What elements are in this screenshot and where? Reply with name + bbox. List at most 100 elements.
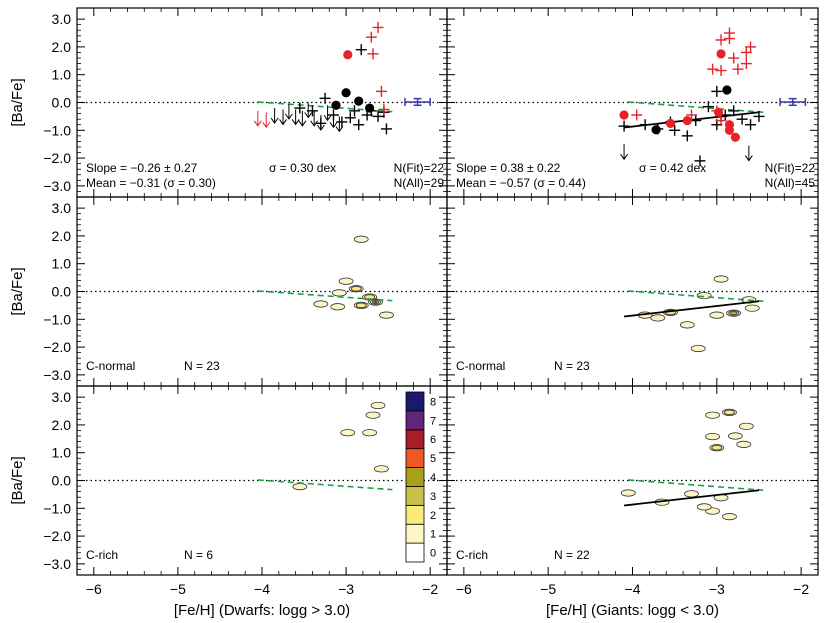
contour-blob-10-level-1 <box>684 490 699 498</box>
x-tick-label: −6 <box>456 581 472 597</box>
y-tick-label: 1.0 <box>52 256 72 272</box>
contour-blob-5-level-1 <box>292 483 308 491</box>
panel-giants-cnormal: C-normal N = 23 <box>446 196 819 387</box>
colorbar: 0 1 2 3 4 5 6 7 8 <box>405 391 436 563</box>
cnormal-dot-0 <box>341 88 351 98</box>
cnormal-point-7 <box>353 119 365 131</box>
nfit-annotation: N(Fit)=22 <box>765 161 816 175</box>
y-tick-label: −2.0 <box>43 339 71 355</box>
colorbar-level-6 <box>405 429 425 450</box>
y-tick-label: 0.0 <box>52 473 72 489</box>
panel-plot-area <box>77 401 447 491</box>
contour-blob-0-level-1 <box>353 235 369 243</box>
y-tick-label: −1.0 <box>43 311 71 327</box>
y-tick-label: −3.0 <box>43 178 71 194</box>
contour-blob-2-level-2 <box>350 286 362 292</box>
crich-point-1 <box>723 33 735 45</box>
crich-point-3 <box>745 41 757 53</box>
crich-dot-4 <box>713 107 724 117</box>
cnormal-upper-limit-9-head <box>329 121 338 129</box>
crich-point-10 <box>631 109 643 121</box>
x-tick-label: −6 <box>86 581 102 597</box>
cnormal-upper-limit-2-head <box>284 113 293 120</box>
cnormal-point-4 <box>336 116 348 128</box>
contour-blob-7-level-1 <box>709 311 725 319</box>
cnormal-point-3 <box>327 109 339 121</box>
nall-annotation: N(All)=45 <box>765 176 816 190</box>
crich-dot-1 <box>665 118 676 128</box>
contour-blob-1-level-1 <box>705 411 721 419</box>
contour-blob-1-level-1 <box>696 292 712 300</box>
cnormal-point-6 <box>349 105 360 117</box>
cnormal-upper-limit-4 <box>298 110 307 127</box>
trend-line <box>257 290 393 302</box>
fit-line <box>623 300 760 318</box>
contour-blob-0-level-1 <box>713 275 729 283</box>
colorbar-level-8 <box>405 391 425 412</box>
cnormal-dot-0 <box>651 125 661 135</box>
cnormal-point-7 <box>702 101 714 113</box>
cnormal-dot-2 <box>331 100 341 110</box>
y-tick-label: 3.0 <box>52 389 72 405</box>
cnormal-point-12 <box>380 123 392 135</box>
cnormal-dot-3 <box>365 103 375 113</box>
cnormal-point-5 <box>681 130 693 142</box>
colorbar-level-1 <box>405 523 425 544</box>
crich-point-1 <box>372 21 384 33</box>
trend-line <box>628 101 764 114</box>
cnormal-upper-limit-0 <box>620 144 628 161</box>
population-label: C-normal <box>86 359 135 373</box>
cnormal-point-2 <box>319 92 331 104</box>
colorbar-label: 2 <box>430 510 436 522</box>
sigma-annotation: σ = 0.30 dex <box>269 161 336 175</box>
contour-blob-9-level-1 <box>744 304 760 312</box>
cnormal-upper-limit-6-head <box>310 120 319 127</box>
count-label: N = 22 <box>554 548 590 562</box>
contour-blob-1-level-1 <box>365 411 381 419</box>
crich-dot-0 <box>619 110 629 120</box>
contour-blob-5-level-4 <box>374 301 378 303</box>
x-tick-label: −5 <box>170 581 186 597</box>
contour-blob-8-level-1 <box>379 311 394 319</box>
crich-dot-0 <box>343 50 353 60</box>
crich-point-8 <box>732 63 744 75</box>
y-tick-label: 2.0 <box>52 228 72 244</box>
cnormal-dot-1 <box>722 85 732 95</box>
crich-point-9 <box>740 58 752 70</box>
contour-blob-1-level-1 <box>338 277 354 285</box>
population-label: C-rich <box>86 548 118 562</box>
panel-plot-area <box>447 408 818 521</box>
cnormal-point-4 <box>669 124 681 136</box>
colorbar-label: 5 <box>430 453 436 465</box>
cnormal-upper-limit-3 <box>291 109 300 126</box>
crich-point-0 <box>365 31 377 43</box>
nfit-annotation: N(Fit)=22 <box>394 161 445 175</box>
contour-blob-0-level-2 <box>724 409 735 416</box>
crich-upper-limit-1-head <box>262 121 271 129</box>
panel-dwarfs-crich: −3.0 −2.0 −1.0 0.0 1.0 2.0 3.0 C-rich N = 6 −6 −5 −… <box>43 385 448 619</box>
cnormal-upper-limit-1-head <box>279 119 287 126</box>
colorbar-label: 4 <box>430 472 436 484</box>
count-label: N = 6 <box>184 548 213 562</box>
crich-point-12 <box>715 115 727 127</box>
contour-blob-4-level-1 <box>705 432 721 441</box>
fit-line <box>623 489 760 507</box>
colorbar-label: 3 <box>430 491 436 503</box>
y-tick-label: −3.0 <box>43 556 71 572</box>
x-tick-label: −3 <box>709 581 725 597</box>
contour-blob-6-level-2 <box>711 444 723 451</box>
nall-annotation: N(All)=29 <box>394 176 445 190</box>
colorbar-level-0 <box>405 542 425 563</box>
colorbar-level-4 <box>405 467 425 487</box>
y-tick-label: −1.0 <box>43 500 71 516</box>
cnormal-point-13 <box>355 44 367 56</box>
cnormal-upper-limit-1 <box>279 109 287 126</box>
y-axis-title: [Ba/Fe] <box>9 267 26 315</box>
contour-blob-13-level-1 <box>696 503 712 511</box>
panel-plot-area <box>447 27 818 167</box>
y-tick-label: −1.0 <box>43 122 71 138</box>
crich-point-2 <box>367 48 379 60</box>
colorbar-level-5 <box>405 448 425 468</box>
cnormal-point-0 <box>294 102 306 114</box>
